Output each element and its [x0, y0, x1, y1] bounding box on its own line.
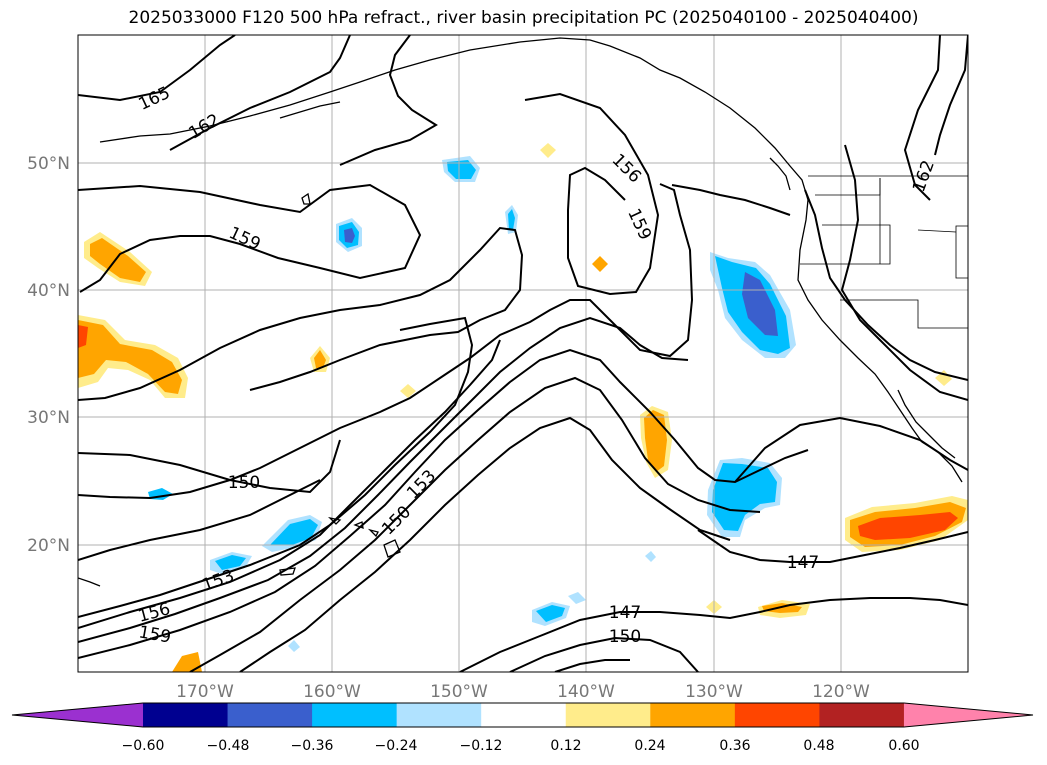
colorbar-segments: [11, 702, 1034, 728]
lon-label: 150°W: [430, 682, 488, 702]
colorbar: −0.60 −0.48 −0.36 −0.24 −0.12 0.12 0.24 …: [11, 702, 1034, 754]
precip-positive-patch: [858, 512, 958, 540]
lon-label: 160°W: [303, 682, 361, 702]
colorbar-segment: [396, 703, 482, 727]
colorbar-tick-label: 0.24: [634, 738, 665, 754]
colorbar-segment: [143, 703, 229, 727]
colorbar-segment: [650, 703, 736, 727]
precip-positive-patch: [592, 256, 608, 272]
gridlines: [78, 35, 968, 672]
precip-positive-patch: [78, 325, 88, 348]
precip-negative-patch: [447, 160, 476, 179]
precip-negative-patch: [215, 555, 246, 570]
colorbar-segment: [481, 703, 567, 727]
precip-negative-patch: [712, 463, 777, 531]
precip-positive-patch: [314, 350, 326, 368]
precip-positive-patch: [540, 143, 556, 158]
lon-label: 120°W: [812, 682, 870, 702]
lon-label: 130°W: [685, 682, 743, 702]
contour-label: 150: [609, 627, 641, 647]
lon-label: 140°W: [557, 682, 615, 702]
precip-positive-patch: [90, 238, 146, 282]
colorbar-tick-label: 0.36: [719, 738, 750, 754]
colorbar-tick-label: −0.12: [460, 738, 503, 754]
precip-positive-patch: [400, 384, 416, 398]
colorbar-outline: [11, 702, 1034, 728]
precip-negative-patch: [568, 592, 586, 604]
lat-label: 40°N: [27, 281, 70, 301]
colorbar-tick-label: −0.36: [291, 738, 334, 754]
map-title: 2025033000 F120 500 hPa refract., river …: [128, 8, 919, 28]
contour-label: 147: [609, 603, 641, 623]
contour-label: 150: [228, 473, 260, 493]
precip-negative-patch: [536, 605, 565, 622]
precip-positive-patch: [172, 652, 202, 672]
colorbar-tick-label: 0.60: [888, 738, 919, 754]
colorbar-segment: [819, 703, 905, 727]
lat-label: 20°N: [27, 536, 70, 556]
colorbar-segment: [312, 703, 398, 727]
precip-positive-patch: [935, 370, 952, 386]
latitude-labels: 50°N 40°N 30°N 20°N: [27, 154, 70, 556]
precip-negative-patch: [270, 519, 318, 545]
coastlines: [78, 37, 963, 587]
lon-label: 170°W: [176, 682, 234, 702]
colorbar-tick-labels: −0.60 −0.48 −0.36 −0.24 −0.12 0.12 0.24 …: [122, 738, 920, 754]
colorbar-tick-label: −0.24: [375, 738, 418, 754]
colorbar-tick-label: 0.12: [550, 738, 581, 754]
precipitation-fills: [78, 143, 968, 672]
colorbar-tick-label: 0.48: [803, 738, 834, 754]
colorbar-segment: [734, 703, 820, 727]
refractivity-contours: [78, 35, 968, 672]
precip-negative-patch: [645, 551, 656, 562]
colorbar-tick-label: −0.48: [207, 738, 250, 754]
precip-negative-patch: [288, 640, 300, 652]
precip-negative-patch: [344, 228, 355, 243]
map-frame: [77, 34, 969, 673]
colorbar-extend-high: [903, 703, 1033, 727]
colorbar-extend-low: [12, 703, 143, 727]
colorbar-segment: [565, 703, 651, 727]
longitude-labels: 170°W 160°W 150°W 140°W 130°W 120°W: [176, 682, 870, 702]
precip-negative-patch: [508, 209, 515, 230]
lat-label: 50°N: [27, 154, 70, 174]
precip-positive-patch: [78, 320, 182, 394]
precip-negative-patch: [742, 272, 778, 336]
colorbar-tick-label: −0.60: [122, 738, 165, 754]
colorbar-segment: [227, 703, 313, 727]
contour-label: 147: [787, 553, 819, 573]
lat-label: 30°N: [27, 408, 70, 428]
